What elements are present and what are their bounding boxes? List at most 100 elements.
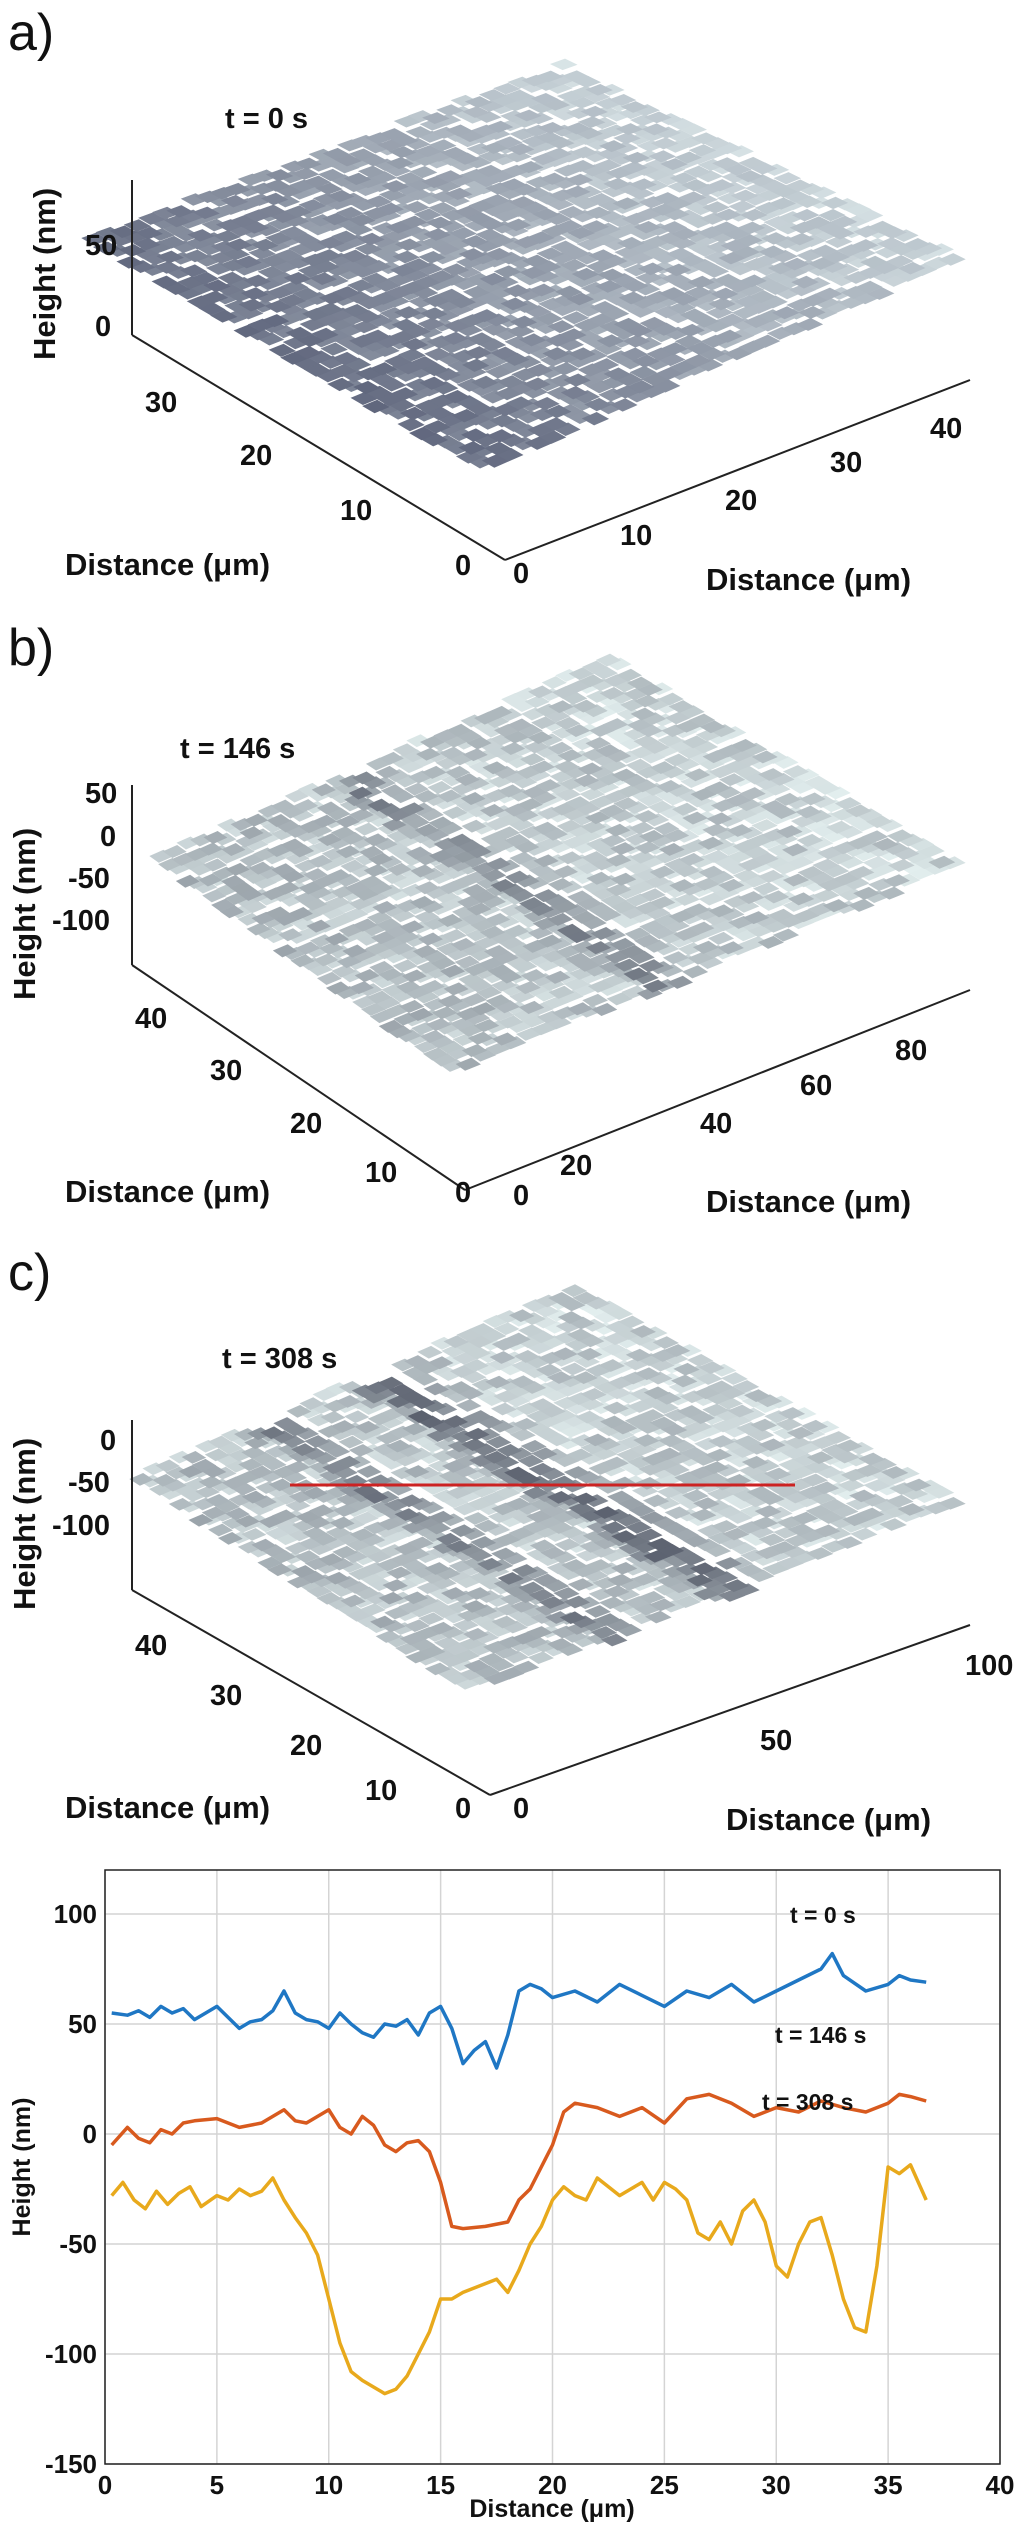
surface-facet bbox=[230, 214, 258, 228]
surface-facet bbox=[527, 231, 555, 244]
surface-facet bbox=[271, 863, 296, 877]
surface-facet bbox=[560, 385, 589, 400]
surface-facet bbox=[417, 317, 445, 331]
surface-facet bbox=[498, 1666, 525, 1680]
surface-facet bbox=[394, 238, 423, 252]
surface-facet bbox=[866, 287, 895, 300]
surface-facet bbox=[508, 196, 537, 209]
surface-facet bbox=[702, 1461, 730, 1474]
surface-facet bbox=[482, 194, 511, 207]
surface-facet bbox=[629, 821, 655, 835]
surface-facet bbox=[633, 734, 660, 748]
surface-facet bbox=[396, 980, 422, 994]
surface-facet bbox=[603, 177, 631, 191]
surface-facet bbox=[594, 1613, 622, 1626]
surface-facet bbox=[491, 978, 517, 992]
surface-facet bbox=[728, 200, 756, 213]
surface-facet bbox=[336, 206, 364, 220]
surface-facet bbox=[382, 871, 407, 885]
surface-facet bbox=[322, 147, 351, 161]
surface-facet bbox=[834, 797, 862, 811]
surface-facet bbox=[304, 1435, 330, 1448]
surface-facet bbox=[463, 1659, 490, 1673]
surface-facet bbox=[462, 1627, 489, 1641]
panel-b-x-axis-label: Distance (μm) bbox=[706, 1184, 911, 1219]
surface-facet bbox=[591, 1002, 618, 1017]
surface-facet bbox=[497, 1015, 524, 1029]
surface-facet bbox=[349, 1528, 376, 1542]
surface-facet bbox=[180, 264, 208, 278]
surface-facet bbox=[746, 1486, 774, 1499]
surface-facet bbox=[639, 316, 667, 330]
surface-facet bbox=[528, 863, 555, 877]
surface-facet bbox=[116, 255, 144, 269]
surface-facet bbox=[563, 122, 592, 135]
surface-facet bbox=[629, 365, 657, 380]
surface-facet bbox=[698, 1361, 725, 1375]
surface-facet bbox=[858, 1452, 886, 1466]
surface-facet bbox=[520, 752, 546, 766]
surface-facet bbox=[379, 751, 404, 765]
panel-b-x-tick: 0 bbox=[513, 1180, 529, 1212]
surface-facet bbox=[223, 182, 251, 196]
surface-facet bbox=[366, 1550, 392, 1564]
surface-facet bbox=[552, 865, 579, 879]
surface-facet bbox=[493, 82, 521, 95]
surface-facet bbox=[479, 925, 506, 939]
surface-facet bbox=[312, 814, 337, 828]
surface-facet bbox=[515, 981, 541, 995]
surface-facet bbox=[787, 892, 815, 906]
surface-facet bbox=[471, 375, 499, 390]
surface-facet bbox=[483, 945, 510, 959]
surface-facet bbox=[295, 941, 321, 955]
surface-facet bbox=[646, 1537, 674, 1551]
surface-facet bbox=[454, 205, 482, 219]
surface-facet bbox=[585, 811, 611, 825]
surface-facet bbox=[182, 249, 210, 263]
surface-facet bbox=[449, 1524, 476, 1538]
surface-facet bbox=[408, 1007, 434, 1021]
surface-facet bbox=[348, 213, 376, 227]
surface-facet bbox=[721, 1372, 748, 1385]
surface-facet bbox=[776, 825, 803, 839]
surface-facet bbox=[466, 902, 492, 916]
panel-c-x-tick: 0 bbox=[513, 1793, 529, 1825]
surface-facet bbox=[664, 753, 690, 767]
surface-facet bbox=[668, 301, 696, 315]
surface-facet bbox=[470, 1002, 496, 1016]
panel-a-x-tick: 30 bbox=[830, 447, 862, 479]
surface-facet bbox=[309, 272, 338, 286]
surface-facet bbox=[823, 899, 850, 913]
surface-facet bbox=[509, 1428, 536, 1442]
surface-facet bbox=[479, 804, 505, 818]
surface-facet bbox=[342, 303, 370, 317]
surface-facet bbox=[316, 971, 342, 985]
surface-facet bbox=[764, 1467, 792, 1481]
surface-facet bbox=[241, 1528, 267, 1541]
surface-facet bbox=[938, 1496, 966, 1510]
surface-facet bbox=[732, 245, 761, 259]
surface-facet bbox=[633, 220, 662, 234]
surface-facet bbox=[737, 221, 766, 235]
surface-facet bbox=[897, 261, 926, 275]
surface-facet bbox=[726, 824, 753, 837]
surface-facet bbox=[476, 985, 502, 1000]
surface-facet bbox=[510, 1599, 537, 1613]
surface-facet bbox=[812, 858, 839, 872]
surface-facet bbox=[580, 1387, 607, 1401]
surface-facet bbox=[316, 302, 344, 316]
surface-facet bbox=[419, 1645, 446, 1658]
surface-facet bbox=[638, 1409, 665, 1422]
surface-facet bbox=[541, 417, 569, 431]
surface-facet bbox=[380, 784, 406, 798]
surface-facet bbox=[642, 979, 669, 993]
surface-facet bbox=[409, 895, 435, 909]
surface-facet bbox=[713, 273, 741, 287]
surface-facet bbox=[538, 430, 567, 444]
surface-facet bbox=[544, 404, 572, 419]
surface-facet bbox=[903, 1478, 932, 1492]
surface-facet bbox=[426, 1429, 452, 1442]
surface-facet bbox=[187, 229, 215, 242]
surface-facet bbox=[353, 380, 381, 395]
surface-facet bbox=[568, 347, 596, 361]
